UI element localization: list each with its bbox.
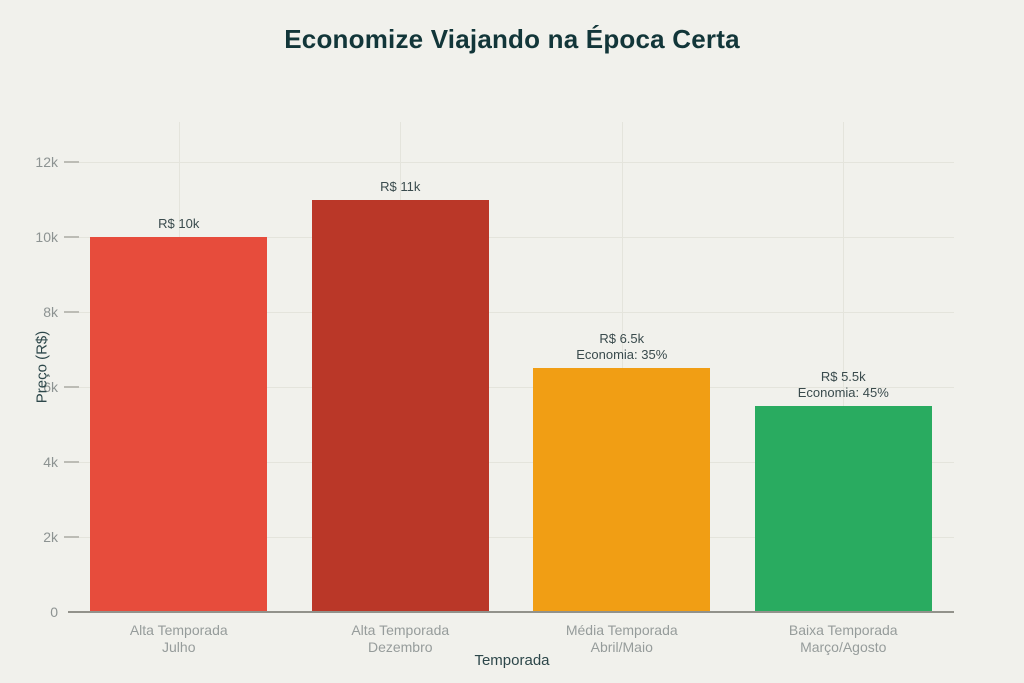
y-tick-label: 12k bbox=[35, 154, 58, 170]
gridline-y-4k bbox=[68, 462, 954, 463]
x-category-label: Alta Temporada Dezembro bbox=[290, 622, 512, 656]
y-tick-label: 6k bbox=[43, 379, 58, 395]
bar-value-label: R$ 11k bbox=[290, 179, 510, 195]
gridline-y-8k bbox=[68, 312, 954, 313]
bar-value-text: R$ 6.5k bbox=[599, 331, 645, 347]
bar-savings-text: Economia: 45% bbox=[797, 384, 889, 400]
x-category-period: Março/Agosto bbox=[800, 639, 887, 655]
y-tick-mark bbox=[64, 536, 79, 538]
bar-value-label: R$ 5.5k Economia: 45% bbox=[733, 369, 953, 401]
x-category-name: Média Temporada bbox=[565, 622, 678, 638]
bar-value-text: R$ 5.5k bbox=[820, 368, 866, 384]
x-category-label: Média Temporada Abril/Maio bbox=[511, 622, 733, 656]
y-tick-mark bbox=[64, 311, 79, 313]
x-category-period: Julho bbox=[162, 639, 196, 655]
y-tick-mark bbox=[64, 386, 79, 388]
plot-area: R$ 10k R$ 11k R$ 6.5k Economia: 35% R$ 5.5k E… bbox=[64, 122, 954, 613]
bar-value-text: R$ 11k bbox=[380, 178, 421, 194]
x-axis-line bbox=[68, 611, 954, 613]
x-axis-title: Temporada bbox=[474, 652, 550, 669]
y-tick-label: 10k bbox=[35, 229, 58, 245]
y-tick-label: 0 bbox=[50, 604, 58, 620]
x-category-label: Alta Temporada Julho bbox=[68, 622, 290, 656]
bar-4 bbox=[754, 405, 932, 612]
bar-1 bbox=[90, 237, 268, 612]
x-category-name: Baixa Temporada bbox=[788, 622, 898, 638]
gridline-y-10k bbox=[68, 237, 954, 238]
gridline-x-category bbox=[621, 122, 623, 612]
gridline-x-category bbox=[843, 122, 845, 612]
y-axis-title: Preço (R$) bbox=[33, 330, 51, 404]
bar-savings-text: Economia: 35% bbox=[576, 347, 668, 363]
x-category-label: Baixa Temporada Março/Agosto bbox=[733, 622, 955, 656]
y-tick-mark bbox=[64, 236, 79, 238]
y-tick-label: 2k bbox=[43, 529, 58, 545]
y-tick-mark bbox=[64, 461, 79, 463]
x-category-period: Abril/Maio bbox=[590, 639, 653, 655]
gridline-y-6k bbox=[68, 387, 954, 388]
x-category-period: Dezembro bbox=[367, 639, 433, 655]
bar-value-text: R$ 10k bbox=[158, 216, 200, 232]
bar-value-label: R$ 6.5k Economia: 35% bbox=[512, 331, 732, 363]
y-tick-mark bbox=[64, 161, 79, 163]
bar-value-label: R$ 10k bbox=[69, 216, 289, 232]
chart-title: Economize Viajando na Época Certa bbox=[284, 24, 740, 54]
y-tick-label: 4k bbox=[43, 454, 58, 470]
bar-2 bbox=[311, 199, 489, 612]
gridline-y-2k bbox=[68, 537, 954, 538]
x-category-name: Alta Temporada bbox=[129, 622, 228, 638]
y-tick-label: 8k bbox=[43, 304, 58, 320]
gridline-y-12k bbox=[68, 162, 954, 163]
bar-3 bbox=[533, 368, 711, 612]
x-category-name: Alta Temporada bbox=[351, 622, 450, 638]
